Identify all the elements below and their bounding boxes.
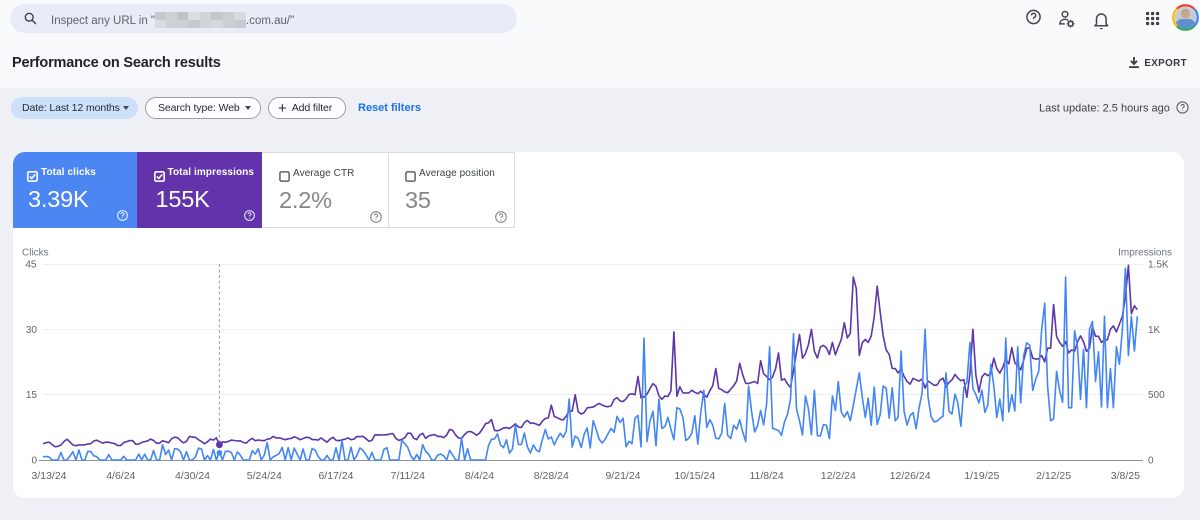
svg-text:2/12/25: 2/12/25 [1036,470,1071,482]
svg-text:Impressions: Impressions [1118,248,1172,259]
svg-text:12/26/24: 12/26/24 [890,470,931,482]
svg-text:30: 30 [26,325,38,336]
svg-text:1.5K: 1.5K [1148,259,1169,270]
svg-text:7/11/24: 7/11/24 [391,470,425,482]
svg-text:5/24/24: 5/24/24 [247,470,282,482]
svg-text:8/4/24: 8/4/24 [465,470,494,482]
svg-text:0: 0 [1148,456,1154,467]
svg-text:11/8/24: 11/8/24 [749,470,783,482]
svg-text:4/6/24: 4/6/24 [106,470,135,482]
svg-text:Clicks: Clicks [22,248,49,259]
svg-text:6/17/24: 6/17/24 [318,470,353,482]
svg-text:0: 0 [31,456,37,467]
svg-text:8/28/24: 8/28/24 [534,470,569,482]
svg-text:500: 500 [1148,390,1165,401]
svg-text:3/13/24: 3/13/24 [31,470,66,482]
svg-text:12/2/24: 12/2/24 [821,470,856,482]
svg-text:1/19/25: 1/19/25 [964,470,999,482]
svg-text:9/21/24: 9/21/24 [605,470,640,482]
svg-text:3/8/25: 3/8/25 [1111,470,1140,482]
svg-text:4/30/24: 4/30/24 [175,470,210,482]
svg-text:1K: 1K [1148,325,1161,336]
svg-text:15: 15 [26,390,38,401]
svg-text:10/15/24: 10/15/24 [674,470,715,482]
svg-text:45: 45 [25,259,37,270]
